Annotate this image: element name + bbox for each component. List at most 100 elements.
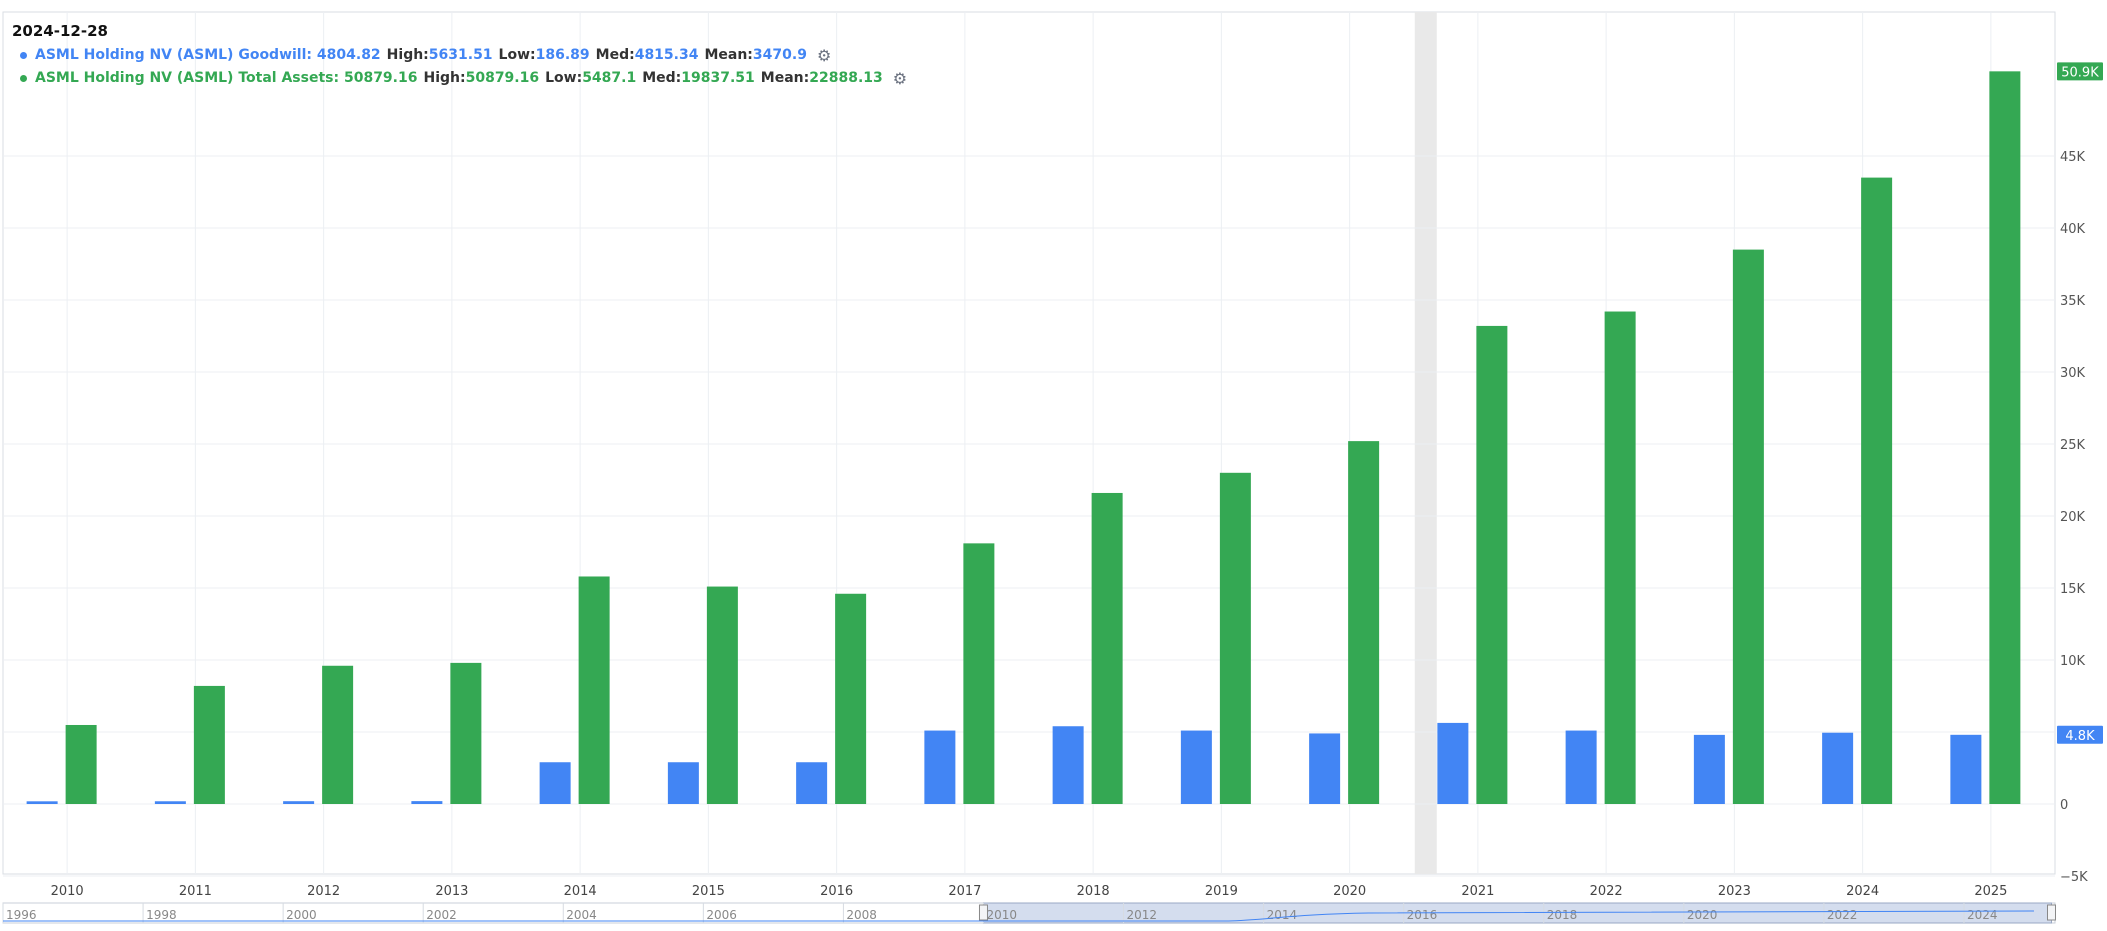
- bar-goodwill[interactable]: [1693, 734, 1725, 804]
- value-tag: [2057, 62, 2103, 81]
- navigator-label: 1998: [146, 908, 177, 922]
- navigator-label: 1996: [6, 908, 37, 922]
- bar-goodwill[interactable]: [1950, 734, 1982, 804]
- bar-goodwill[interactable]: [26, 801, 58, 804]
- bar-goodwill[interactable]: [1822, 732, 1854, 804]
- bar-goodwill[interactable]: [1437, 722, 1469, 804]
- navigator-label: 2012: [1127, 908, 1158, 922]
- navigator-label: 2024: [1967, 908, 1998, 922]
- low-label: Low:: [545, 70, 583, 86]
- series-name: ASML Holding NV (ASML) Total Assets: [35, 70, 334, 86]
- high-label: High:: [386, 47, 429, 63]
- gear-icon[interactable]: ⚙: [816, 46, 832, 65]
- x-tick-label: 2015: [692, 884, 725, 899]
- y-tick-label: 10K: [2060, 654, 2086, 669]
- bar-goodwill[interactable]: [796, 762, 828, 804]
- navigator-handle[interactable]: [978, 904, 988, 921]
- colon: :: [333, 70, 344, 86]
- colon: :: [306, 47, 317, 63]
- bar-total-assets[interactable]: [963, 543, 995, 804]
- x-tick-label: 2023: [1718, 884, 1751, 899]
- x-tick-label: 2022: [1590, 884, 1623, 899]
- bar-goodwill[interactable]: [1565, 730, 1597, 804]
- crosshair-band: [1414, 12, 1437, 874]
- navigator-label: 2010: [986, 908, 1017, 922]
- bar-goodwill[interactable]: [539, 762, 571, 804]
- bar-total-assets[interactable]: [1989, 71, 2021, 805]
- x-tick-label: 2019: [1205, 884, 1238, 899]
- bar-total-assets[interactable]: [578, 576, 610, 804]
- bar-goodwill[interactable]: [667, 762, 699, 804]
- high-value: 5631.51: [428, 47, 493, 63]
- series-dot: [20, 52, 27, 59]
- bar-goodwill[interactable]: [1052, 726, 1084, 804]
- series-dot: [20, 75, 27, 82]
- med-value: 4815.34: [634, 47, 699, 63]
- y-tick-label: 0: [2060, 798, 2068, 813]
- y-tick-label: 20K: [2060, 510, 2086, 525]
- bar-goodwill[interactable]: [411, 801, 443, 804]
- x-tick-label: 2012: [307, 884, 340, 899]
- med-label: Med:: [642, 70, 682, 86]
- legend-row-total-assets: ASML Holding NV (ASML) Total Assets: 508…: [12, 67, 907, 90]
- bar-total-assets[interactable]: [1732, 249, 1764, 805]
- navigator-label: 2020: [1687, 908, 1718, 922]
- navigator-handle[interactable]: [2046, 904, 2056, 921]
- low-value: 186.89: [535, 47, 590, 63]
- x-tick-label: 2020: [1333, 884, 1366, 899]
- x-tick-label: 2011: [179, 884, 212, 899]
- navigator-line: [3, 910, 2034, 922]
- bar-goodwill[interactable]: [1309, 733, 1341, 804]
- navigator-label: 2016: [1407, 908, 1438, 922]
- mean-label: Mean:: [704, 47, 753, 63]
- gear-icon[interactable]: ⚙: [892, 69, 908, 88]
- y-tick-label: 25K: [2060, 438, 2086, 453]
- bar-total-assets[interactable]: [1091, 492, 1123, 804]
- y-tick-label: 30K: [2060, 366, 2086, 381]
- bar-total-assets[interactable]: [835, 593, 867, 804]
- navigator-label: 2014: [1267, 908, 1298, 922]
- bar-goodwill[interactable]: [154, 801, 186, 804]
- bar-total-assets[interactable]: [1861, 177, 1893, 805]
- bar-total-assets[interactable]: [1219, 472, 1251, 804]
- bar-goodwill[interactable]: [283, 801, 315, 804]
- navigator-label: 2022: [1827, 908, 1858, 922]
- high-value: 50879.16: [465, 70, 540, 86]
- date-label: 2024-12-28: [12, 22, 108, 40]
- legend-row-goodwill: ASML Holding NV (ASML) Goodwill: 4804.82…: [12, 44, 907, 67]
- bar-total-assets[interactable]: [706, 586, 738, 804]
- x-tick-label: 2017: [948, 884, 981, 899]
- bar-goodwill[interactable]: [924, 730, 956, 804]
- y-tick-label: 40K: [2060, 222, 2086, 237]
- bar-total-assets[interactable]: [193, 685, 225, 804]
- bar-total-assets[interactable]: [1604, 311, 1636, 804]
- mean-label: Mean:: [760, 70, 810, 86]
- bar-goodwill[interactable]: [1180, 730, 1212, 804]
- value-tag-label: 50.9K: [2061, 65, 2099, 80]
- x-tick-label: 2014: [564, 884, 597, 899]
- mean-value: 3470.9: [752, 47, 807, 63]
- med-label: Med:: [595, 47, 635, 63]
- bar-total-assets[interactable]: [1476, 325, 1508, 804]
- x-tick-label: 2013: [435, 884, 468, 899]
- y-tick-label: 45K: [2060, 150, 2086, 165]
- high-label: High:: [423, 70, 466, 86]
- navigator-label: 2004: [566, 908, 597, 922]
- legend: 2024-12-28 ASML Holding NV (ASML) Goodwi…: [12, 20, 907, 90]
- x-tick-label: 2016: [820, 884, 853, 899]
- bar-total-assets[interactable]: [65, 724, 97, 804]
- x-tick-label: 2010: [51, 884, 84, 899]
- y-tick-label: −5K: [2060, 870, 2088, 885]
- mean-value: 22888.13: [809, 70, 883, 86]
- value-tag: [2057, 725, 2103, 744]
- y-tick-label: 15K: [2060, 582, 2086, 597]
- value-tag-label: 4.8K: [2065, 729, 2095, 744]
- bar-total-assets[interactable]: [450, 662, 482, 804]
- series-name: ASML Holding NV (ASML) Goodwill: [35, 47, 307, 63]
- bar-total-assets[interactable]: [1348, 441, 1380, 804]
- navigator-label: 2018: [1547, 908, 1578, 922]
- med-value: 19837.51: [681, 70, 755, 86]
- bar-total-assets[interactable]: [322, 665, 354, 804]
